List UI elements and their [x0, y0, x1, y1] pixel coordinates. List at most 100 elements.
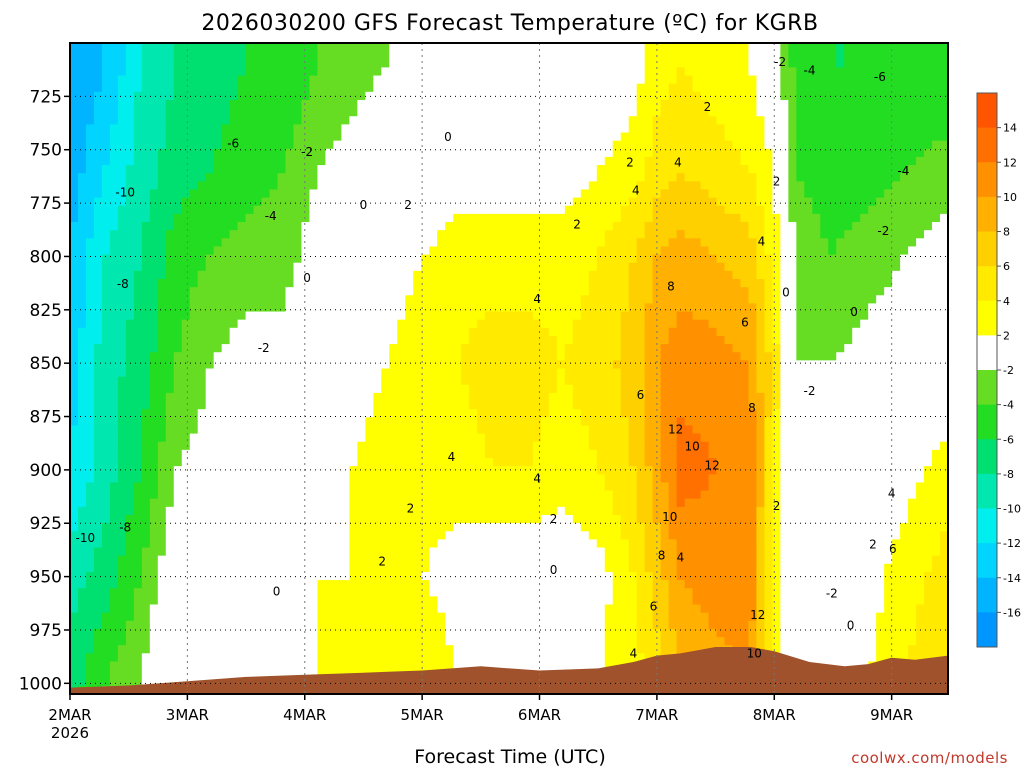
temperature-cell: [453, 466, 462, 475]
temperature-cell: [293, 653, 303, 663]
temperature-cell: [437, 75, 446, 85]
temperature-cell: [532, 352, 542, 361]
temperature-cell: [453, 156, 462, 166]
temperature-cell: [405, 156, 414, 166]
temperature-cell: [285, 628, 295, 638]
temperature-cell: [477, 482, 486, 492]
temperature-cell: [461, 523, 470, 532]
temperature-cell: [181, 547, 191, 557]
temperature-cell: [269, 295, 279, 304]
temperature-cell: [493, 588, 502, 597]
temperature-cell: [333, 441, 342, 451]
temperature-cell: [125, 637, 135, 646]
temperature-cell: [365, 474, 374, 484]
temperature-cell: [469, 311, 478, 321]
temperature-cell: [357, 360, 366, 370]
temperature-cell: [429, 108, 438, 117]
temperature-cell: [213, 563, 223, 573]
temperature-cell: [317, 498, 327, 508]
temperature-cell: [437, 319, 446, 329]
temperature-cell: [509, 124, 518, 134]
temperature-cell: [325, 173, 334, 182]
temperature-cell: [213, 165, 223, 174]
temperature-cell: [501, 303, 510, 313]
temperature-cell: [101, 653, 111, 663]
temperature-cell: [189, 531, 199, 540]
temperature-cell: [109, 140, 119, 150]
temperature-cell: [173, 222, 183, 231]
temperature-cell: [125, 409, 135, 418]
temperature-cell: [133, 116, 143, 125]
temperature-cell: [213, 539, 223, 549]
temperature-cell: [309, 547, 319, 557]
temperature-cell: [421, 108, 430, 117]
temperature-cell: [325, 620, 334, 630]
temperature-cell: [357, 230, 366, 239]
temperature-cell: [285, 140, 295, 150]
temperature-cell: [293, 441, 303, 451]
temperature-cell: [516, 246, 526, 256]
temperature-cell: [109, 116, 119, 125]
temperature-cell: [357, 83, 366, 93]
temperature-cell: [509, 588, 518, 597]
temperature-cell: [221, 498, 231, 508]
temperature-cell: [469, 474, 478, 484]
temperature-cell: [524, 319, 534, 329]
temperature-cell: [477, 319, 486, 329]
temperature-cell: [349, 401, 358, 410]
temperature-cell: [213, 303, 223, 313]
temperature-cell: [317, 132, 327, 142]
temperature-cell: [173, 262, 183, 272]
temperature-cell: [245, 409, 255, 418]
temperature-cell: [325, 205, 334, 215]
temperature-cell: [421, 376, 430, 386]
temperature-cell: [70, 116, 79, 125]
temperature-cell: [485, 278, 494, 288]
temperature-cell: [93, 278, 103, 288]
temperature-cell: [301, 352, 311, 361]
temperature-cell: [381, 645, 390, 654]
temperature-cell: [445, 205, 454, 215]
temperature-cell: [405, 661, 414, 671]
temperature-cell: [429, 645, 438, 654]
temperature-cell: [357, 376, 366, 386]
temperature-cell: [277, 327, 287, 337]
temperature-cell: [205, 124, 215, 134]
temperature-cell: [70, 523, 79, 532]
temperature-cell: [213, 75, 223, 85]
temperature-cell: [548, 205, 558, 215]
temperature-cell: [125, 205, 135, 215]
temperature-cell: [445, 604, 454, 614]
temperature-cell: [221, 327, 231, 337]
temperature-cell: [405, 376, 414, 386]
temperature-cell: [453, 628, 462, 638]
temperature-cell: [333, 514, 342, 524]
temperature-cell: [477, 604, 486, 614]
temperature-cell: [245, 327, 255, 337]
temperature-cell: [445, 458, 454, 467]
temperature-cell: [485, 287, 494, 296]
temperature-cell: [389, 531, 398, 540]
temperature-cell: [485, 482, 494, 492]
temperature-cell: [261, 612, 271, 622]
temperature-cell: [532, 181, 542, 191]
temperature-cell: [548, 278, 558, 288]
temperature-cell: [93, 140, 103, 150]
temperature-cell: [157, 449, 167, 459]
temperature-cell: [437, 108, 446, 117]
temperature-cell: [341, 83, 350, 93]
temperature-cell: [277, 596, 287, 606]
temperature-cell: [556, 482, 566, 492]
temperature-cell: [245, 360, 255, 370]
temperature-cell: [453, 482, 462, 492]
temperature-cell: [461, 148, 470, 158]
temperature-cell: [205, 132, 215, 142]
temperature-cell: [101, 108, 111, 117]
temperature-cell: [70, 531, 79, 540]
temperature-cell: [261, 498, 271, 508]
temperature-cell: [301, 165, 311, 174]
temperature-cell: [205, 466, 215, 475]
temperature-cell: [173, 99, 183, 109]
temperature-cell: [237, 173, 247, 182]
temperature-cell: [413, 661, 422, 671]
